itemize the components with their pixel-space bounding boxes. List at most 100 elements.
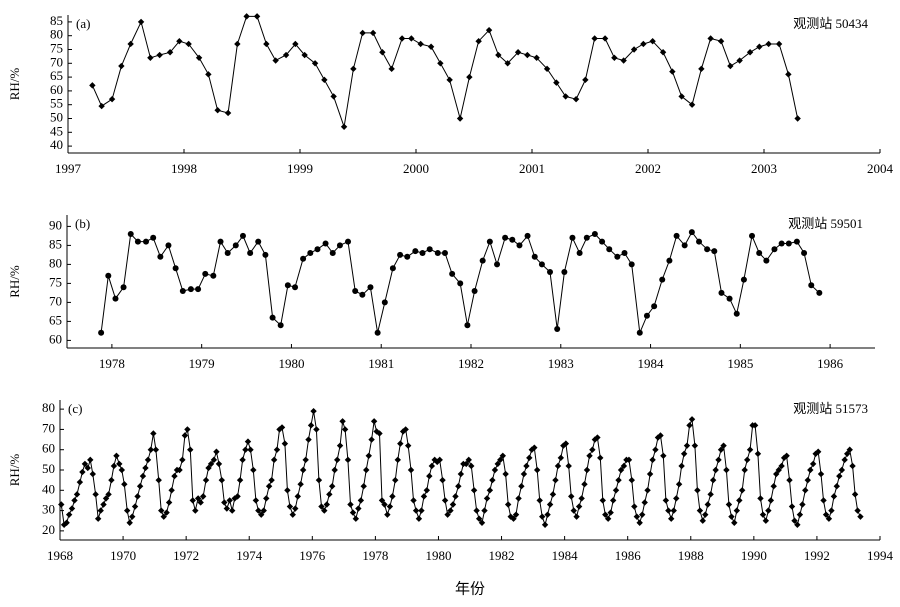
data-point (407, 466, 415, 474)
data-point (446, 76, 453, 84)
data-point (604, 515, 612, 522)
data-point (418, 507, 425, 514)
data-point (606, 246, 613, 253)
data-point (541, 521, 549, 528)
x-tick-label: 1984 (552, 548, 579, 563)
data-point (349, 509, 357, 516)
y-tick-label: 55 (50, 96, 63, 111)
data-point (807, 466, 814, 474)
data-point (408, 35, 415, 42)
panel-label: (a) (76, 16, 90, 31)
data-point (666, 257, 673, 264)
data-point (207, 460, 215, 468)
data-point (628, 476, 635, 484)
data-point (331, 466, 338, 474)
data-point (857, 513, 864, 520)
data-point (785, 71, 792, 78)
data-point (284, 282, 291, 289)
data-point (546, 501, 554, 508)
data-point (554, 326, 561, 332)
x-tick-label: 1985 (727, 356, 753, 371)
data-point (97, 507, 104, 514)
data-point (702, 511, 709, 518)
data-point (92, 491, 99, 498)
data-point (495, 51, 502, 59)
data-point (775, 40, 783, 48)
data-point (129, 513, 136, 520)
data-point (602, 511, 609, 518)
data-point (313, 426, 320, 433)
data-point (284, 487, 291, 494)
data-point (359, 29, 366, 37)
data-point (591, 35, 598, 42)
data-point (315, 476, 323, 484)
data-point (328, 483, 336, 490)
data-point (378, 497, 386, 504)
data-point (820, 497, 827, 504)
data-point (720, 442, 727, 449)
data-point (767, 497, 775, 504)
data-point (444, 511, 451, 518)
data-point (336, 442, 344, 449)
data-point (841, 456, 848, 464)
data-point (465, 456, 472, 464)
y-tick-label: 80 (50, 27, 63, 42)
data-point (822, 511, 830, 518)
data-point (269, 314, 276, 321)
data-point (565, 462, 572, 470)
x-tick-label: 1976 (299, 548, 326, 563)
data-point (232, 242, 239, 249)
data-point (594, 434, 601, 441)
data-point (816, 289, 823, 296)
data-point (89, 470, 96, 478)
data-point (691, 442, 699, 449)
data-point (244, 438, 252, 445)
y-tick-label: 75 (49, 274, 62, 289)
data-point (568, 493, 575, 500)
data-point (234, 40, 241, 48)
data-point (681, 242, 688, 249)
data-point (686, 422, 693, 429)
data-point (589, 446, 596, 453)
data-point (158, 507, 165, 514)
data-point (583, 234, 590, 241)
data-point (817, 470, 825, 478)
data-point (260, 507, 267, 514)
data-point (715, 456, 722, 464)
data-point (131, 503, 139, 510)
data-point (712, 466, 719, 474)
station-label: 观测站 59501 (788, 216, 863, 231)
data-point (194, 495, 202, 502)
data-point (73, 491, 81, 498)
data-point (108, 95, 116, 103)
data-point (778, 462, 785, 470)
data-point (394, 456, 401, 464)
data-point (560, 442, 567, 449)
data-point (569, 234, 576, 241)
data-point (81, 460, 89, 468)
data-point (528, 446, 536, 453)
x-tick-label: 2002 (635, 161, 661, 176)
y-tick-label: 90 (49, 217, 62, 232)
data-point (502, 234, 509, 241)
data-point (599, 238, 606, 245)
data-point (562, 93, 569, 100)
data-point (255, 238, 262, 245)
data-point (659, 276, 666, 283)
data-point (321, 507, 328, 514)
data-point (709, 476, 717, 484)
data-point (449, 501, 457, 508)
data-point (265, 483, 273, 490)
data-point (147, 54, 154, 61)
data-point (512, 511, 520, 518)
data-point (397, 440, 404, 447)
data-point (524, 51, 531, 59)
data-point (452, 493, 459, 500)
data-point (163, 509, 170, 516)
x-tick-label: 1992 (804, 548, 830, 563)
data-point (780, 454, 788, 462)
data-point (441, 497, 449, 504)
data-point (673, 495, 680, 502)
data-point (389, 493, 396, 500)
